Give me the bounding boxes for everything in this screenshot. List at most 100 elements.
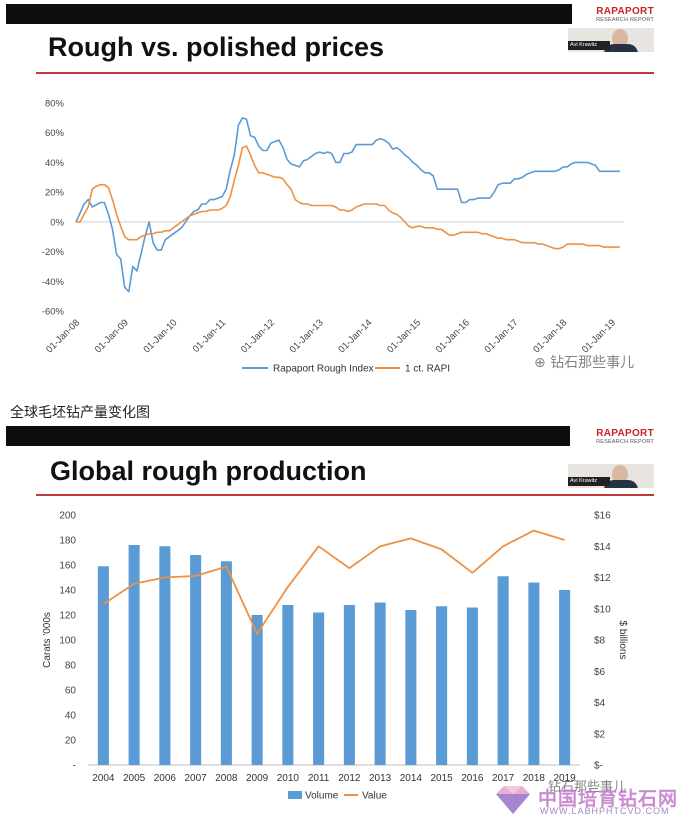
volume-bar: [159, 546, 171, 765]
x-tick-label: 01-Jan-16: [434, 317, 472, 355]
x-tick-label: 2012: [338, 773, 361, 784]
y2-axis-label: $ billions: [617, 621, 628, 660]
x-tick-label: 2008: [215, 773, 238, 784]
title-rule: [36, 494, 654, 496]
y-tick-label: 80: [65, 661, 77, 672]
slide-title: Rough vs. polished prices: [48, 32, 385, 62]
global-rough-production-chart: 200 180 160 140 120 100 80 60 40 20 - $16 $14 $12 $10 $…: [42, 511, 628, 802]
rapaport-logo: RAPAPORT RESEARCH REPORT: [596, 7, 654, 24]
volume-bar: [220, 561, 232, 765]
volume-bar: [313, 612, 325, 765]
volume-bar: [405, 610, 417, 765]
x-tick-label: 2007: [185, 773, 208, 784]
y2-tick-label: $14: [594, 542, 611, 553]
presenter-webcam: Avi Krawitz: [568, 28, 654, 52]
legend-label: 1 ct. RAPI: [405, 364, 450, 375]
y2-tick-label: $16: [594, 511, 611, 522]
volume-bar: [466, 607, 478, 765]
y-tick-label: 120: [59, 611, 76, 622]
y-tick-label: 40: [65, 711, 77, 722]
y2-tick-label: $8: [594, 636, 606, 647]
y-tick-label: 20: [65, 736, 77, 747]
x-tick-label: 2006: [154, 773, 177, 784]
x-tick-label: 2016: [461, 773, 484, 784]
presenter-name: Avi Krawitz: [568, 41, 610, 50]
y2-tick-label: $2: [594, 729, 606, 740]
presenter-body: [604, 44, 638, 52]
y-tick-label: -20%: [42, 247, 65, 258]
y-tick-label: -40%: [42, 277, 65, 288]
x-tick-label: 2018: [523, 773, 546, 784]
volume-bar: [559, 590, 571, 765]
y-tick-label: 20%: [45, 188, 65, 199]
x-tick-label: 2005: [123, 773, 146, 784]
presenter-body: [604, 480, 638, 488]
y2-tick-label: $-: [594, 761, 603, 772]
y-tick-label: 160: [59, 561, 76, 572]
x-tick-label: 01-Jan-17: [482, 317, 520, 355]
wechat-watermark: 钻石那些事儿: [548, 776, 626, 795]
y-tick-label: 60: [65, 686, 77, 697]
y2-tick-label: $4: [594, 698, 606, 709]
site-watermark-url: WWW.LABHPHTCVD.COM: [540, 806, 670, 816]
wechat-icon: ⊕: [534, 355, 546, 371]
logo-subtitle: RESEARCH REPORT: [596, 439, 654, 445]
logo-name: RAPAPORT: [596, 6, 654, 17]
title-rule: [36, 72, 654, 74]
value-line: [102, 529, 565, 635]
volume-bar: [374, 602, 386, 765]
x-tick-label: 01-Jan-09: [93, 317, 131, 355]
rapaport-logo: RAPAPORT RESEARCH REPORT: [596, 429, 654, 446]
x-tick-label: 2004: [92, 773, 115, 784]
y2-tick-label: $12: [594, 573, 611, 584]
slide-title: Global rough production: [50, 456, 367, 486]
slide-global-rough-production: RAPAPORT RESEARCH REPORT Global rough pr…: [0, 420, 692, 818]
volume-bar: [528, 582, 540, 765]
volume-bar: [497, 576, 509, 765]
series-line: [75, 117, 620, 293]
x-tick-label: 01-Jan-18: [531, 317, 569, 355]
x-tick-label: 2009: [246, 773, 269, 784]
presenter-head: [612, 29, 628, 48]
x-tick-label: 01-Jan-13: [288, 317, 326, 355]
legend-label: Rapaport Rough Index: [273, 364, 374, 375]
y-tick-label: 100: [59, 636, 76, 647]
legend-label: Volume: [305, 791, 339, 802]
presenter-webcam: Avi Krawitz: [568, 464, 654, 488]
site-watermark-cn: 中国培育钻石网: [538, 788, 679, 810]
legend-label: Value: [362, 791, 387, 802]
y-tick-label: 200: [59, 511, 76, 522]
y2-tick-label: $10: [594, 604, 611, 615]
x-tick-label: 01-Jan-12: [239, 317, 277, 355]
diamond-logo-icon: [496, 786, 530, 814]
logo-subtitle: RESEARCH REPORT: [596, 17, 654, 23]
y-tick-label: 140: [59, 586, 76, 597]
x-tick-label: 2014: [400, 773, 423, 784]
slide-top-bar: [6, 4, 572, 24]
x-tick-label: 01-Jan-08: [44, 317, 82, 355]
slide-rough-vs-polished: RAPAPORT RESEARCH REPORT Rough vs. polis…: [0, 0, 692, 398]
x-tick-label: 2013: [369, 773, 392, 784]
y-tick-label: -60%: [42, 307, 65, 318]
wechat-watermark: ⊕ 钻石那些事儿: [534, 352, 634, 372]
volume-bar: [97, 566, 109, 765]
caption-text: 全球毛坯钻产量变化图: [10, 405, 150, 421]
x-tick-label: 2010: [277, 773, 300, 784]
x-tick-label: 01-Jan-19: [580, 317, 618, 355]
logo-name: RAPAPORT: [596, 428, 654, 439]
wechat-watermark-text: 钻石那些事儿: [550, 355, 635, 371]
y-axis-label: Carats '000s: [42, 612, 53, 668]
y-tick-label: 0%: [50, 217, 64, 228]
presenter-name: Avi Krawitz: [568, 477, 610, 486]
site-watermark: 中国培育钻石网 WWW.LABHPHTCVD.COM: [494, 784, 690, 816]
wechat-watermark-text: 钻石那些事儿: [548, 780, 627, 795]
y-tick-label: 60%: [45, 128, 65, 139]
legend-swatch: [288, 791, 302, 799]
slide-top-bar: [6, 426, 570, 446]
volume-bar: [128, 545, 140, 765]
series-line: [76, 145, 620, 250]
x-tick-label: 2015: [431, 773, 454, 784]
volume-bar: [251, 615, 263, 765]
y-tick-label: -: [73, 761, 76, 772]
y-tick-label: 180: [59, 536, 76, 547]
